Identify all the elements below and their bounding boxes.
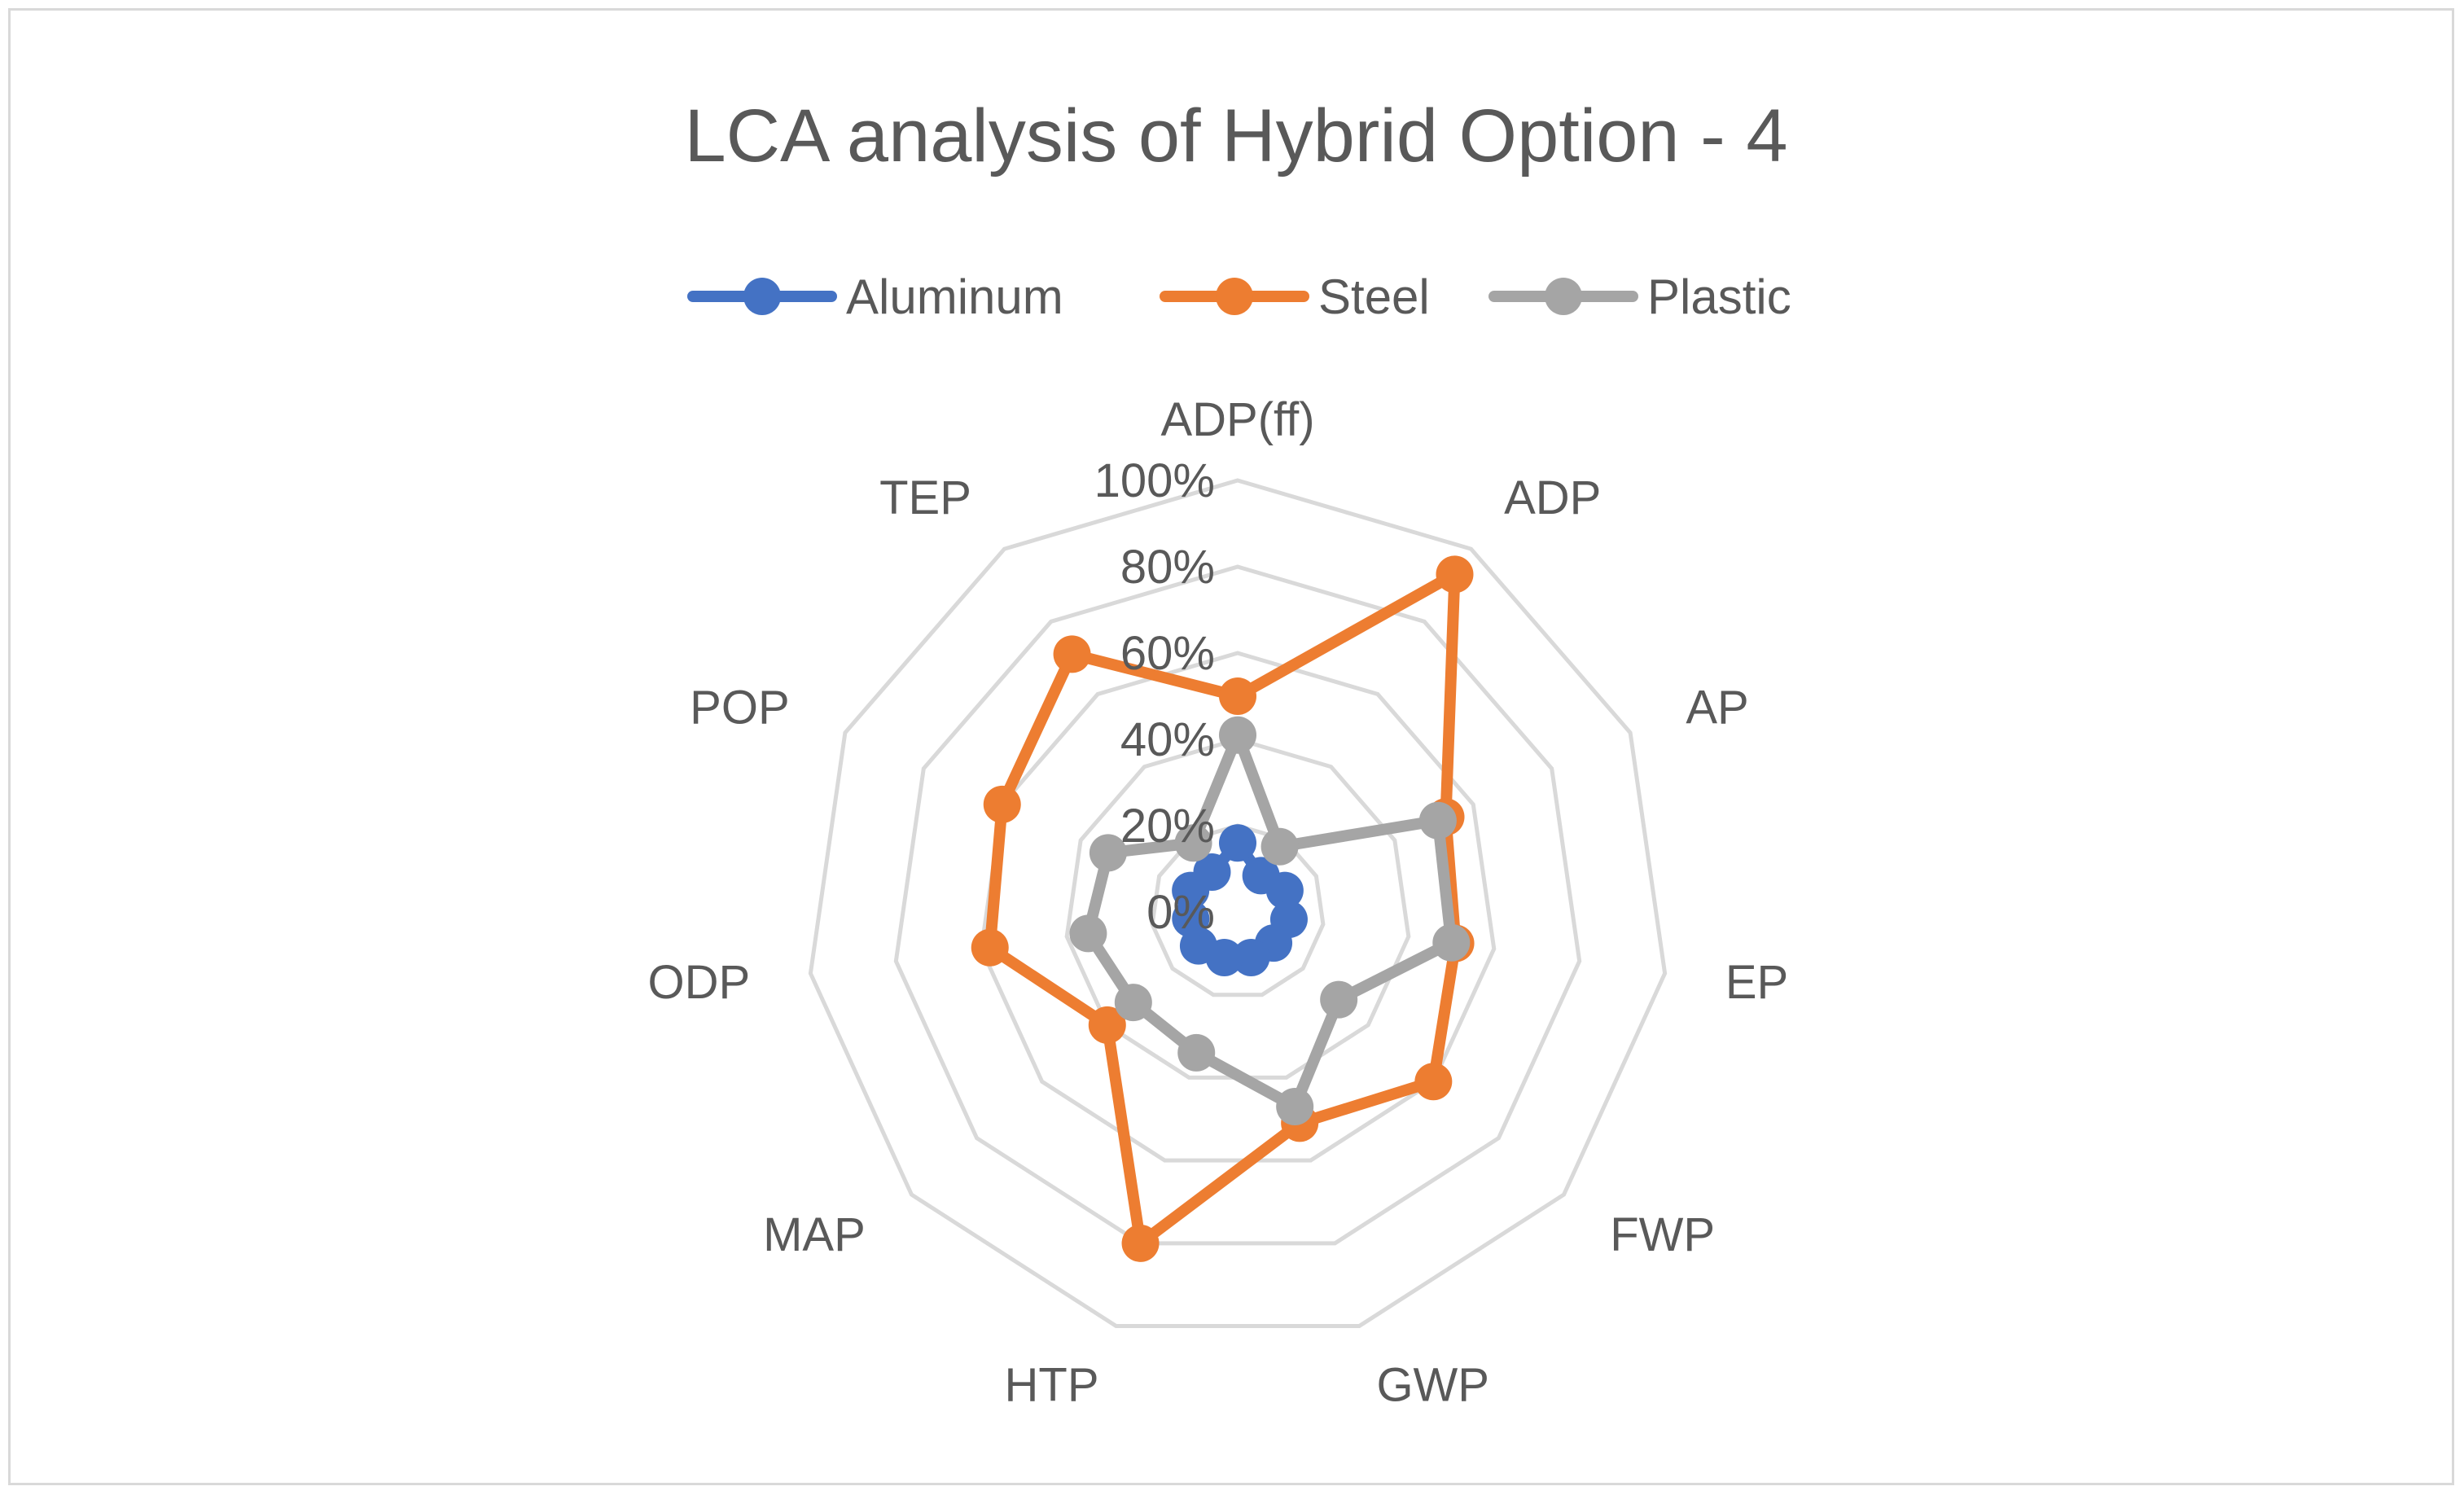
data-point-plastic-gwp bbox=[1276, 1088, 1314, 1126]
gridline-ring bbox=[979, 651, 1497, 1163]
data-point-steel-fwp bbox=[1414, 1063, 1453, 1101]
legend-label: Aluminum bbox=[846, 270, 1063, 324]
category-label: GWP bbox=[1376, 1358, 1489, 1411]
category-label: ODP bbox=[647, 956, 750, 1009]
legend-marker bbox=[1216, 278, 1253, 315]
chart-title: LCA analysis of Hybrid Option - 4 bbox=[684, 94, 1787, 178]
data-point-steel-htp bbox=[1121, 1224, 1160, 1262]
data-point-steel-adp(ff) bbox=[1219, 677, 1256, 715]
series-aluminum bbox=[1172, 824, 1308, 976]
data-point-plastic-ep bbox=[1432, 923, 1471, 962]
radial-tick-label: 40% bbox=[1120, 713, 1215, 766]
data-point-aluminum-ap bbox=[1265, 871, 1304, 910]
data-point-steel-tep bbox=[1053, 635, 1091, 673]
data-point-plastic-htp bbox=[1177, 1033, 1216, 1072]
legend-entry-plastic: Plastic bbox=[1488, 270, 1791, 324]
gridline-ring bbox=[893, 564, 1582, 1246]
category-label: EP bbox=[1725, 956, 1788, 1009]
gridline-ring bbox=[808, 478, 1668, 1329]
legend-label: Plastic bbox=[1647, 270, 1791, 324]
data-point-steel-adp bbox=[1436, 555, 1474, 594]
category-label: ADP bbox=[1504, 471, 1601, 524]
legend: Aluminum Steel Plastic bbox=[687, 270, 1791, 324]
radial-tick-label: 80% bbox=[1120, 541, 1215, 594]
category-label: MAP bbox=[763, 1208, 866, 1261]
data-point-aluminum-odp bbox=[1172, 900, 1210, 938]
radial-tick-label: 20% bbox=[1120, 800, 1215, 853]
data-point-aluminum-tep bbox=[1193, 853, 1231, 891]
data-point-steel-odp bbox=[971, 928, 1009, 967]
category-label: ADP(ff) bbox=[1160, 393, 1314, 446]
data-point-plastic-adp bbox=[1260, 827, 1299, 866]
series-steel bbox=[971, 555, 1475, 1262]
category-labels: ADP(ff) ADP AP EP FWP GWP HTP MAP ODP POP TEP bbox=[647, 393, 1788, 1411]
chart-frame: 0% 20% 40% 60% 80% 100% ADP(ff) ADP AP EP FWP GWP H… bbox=[8, 8, 2454, 1485]
data-point-plastic-ap bbox=[1418, 801, 1457, 840]
data-point-plastic-map bbox=[1114, 984, 1152, 1022]
radial-tick-label: 100% bbox=[1094, 454, 1215, 507]
legend-marker bbox=[1545, 278, 1582, 315]
category-label: FWP bbox=[1610, 1208, 1715, 1261]
data-point-plastic-tep bbox=[1174, 824, 1212, 862]
radial-tick-label: 60% bbox=[1120, 627, 1215, 680]
legend-entry-steel: Steel bbox=[1160, 270, 1430, 324]
data-point-steel-map bbox=[1088, 1006, 1126, 1044]
series-line-plastic bbox=[1082, 729, 1458, 1113]
radial-tick-label: 0% bbox=[1147, 886, 1215, 939]
data-point-plastic-fwp bbox=[1320, 980, 1358, 1019]
category-label: TEP bbox=[879, 471, 971, 524]
gridline-ring bbox=[1150, 823, 1326, 997]
data-point-aluminum-gwp bbox=[1232, 938, 1270, 976]
series-plastic bbox=[1069, 716, 1471, 1126]
radar-chart: 0% 20% 40% 60% 80% 100% ADP(ff) ADP AP EP FWP GWP H… bbox=[647, 94, 1791, 1411]
grid-layer bbox=[808, 478, 1668, 1329]
category-label: HTP bbox=[1005, 1358, 1099, 1411]
series-line-steel bbox=[984, 568, 1462, 1249]
data-point-plastic-odp bbox=[1069, 914, 1107, 953]
data-point-steel-pop bbox=[983, 785, 1021, 823]
data-point-aluminum-adp(ff) bbox=[1219, 824, 1256, 862]
legend-label: Steel bbox=[1318, 270, 1430, 324]
radial-tick-labels: 0% 20% 40% 60% 80% 100% bbox=[1094, 454, 1215, 939]
category-label: POP bbox=[690, 682, 790, 734]
legend-entry-aluminum: Aluminum bbox=[687, 270, 1063, 324]
category-label: AP bbox=[1686, 682, 1748, 734]
legend-marker bbox=[743, 278, 781, 315]
series-layer bbox=[971, 555, 1475, 1262]
data-point-plastic-adp(ff) bbox=[1219, 716, 1256, 754]
data-point-plastic-pop bbox=[1089, 834, 1127, 872]
